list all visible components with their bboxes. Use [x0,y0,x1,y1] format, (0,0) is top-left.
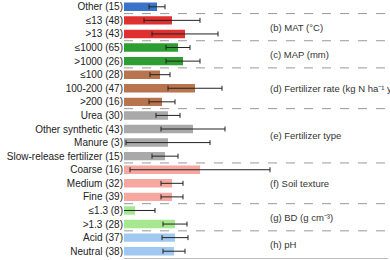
svg-text:Acid (37): Acid (37) [83,232,123,243]
svg-text:≤1.3 (8): ≤1.3 (8) [89,205,123,216]
svg-text:Manure (3): Manure (3) [74,137,123,148]
svg-text:>13 (43): >13 (43) [85,28,123,39]
svg-text:>1000 (26): >1000 (26) [74,56,123,67]
svg-text:Neutral (38): Neutral (38) [70,246,123,257]
svg-text:(g) BD (g cm⁻³): (g) BD (g cm⁻³) [270,212,333,223]
svg-text:(d) Fertilizer rate (kg N ha⁻¹: (d) Fertilizer rate (kg N ha⁻¹ year⁻¹) [270,83,390,94]
svg-text:Other synthetic (43): Other synthetic (43) [35,124,123,135]
svg-text:100-200 (47): 100-200 (47) [66,83,123,94]
svg-text:Slow-release fertilizer (15): Slow-release fertilizer (15) [7,151,123,162]
svg-text:Other (15): Other (15) [77,1,123,12]
svg-text:Coarse (16): Coarse (16) [70,164,123,175]
svg-text:Fine (39): Fine (39) [83,191,123,202]
svg-text:(b) MAT (°C): (b) MAT (°C) [270,22,323,33]
svg-text:≤13 (48): ≤13 (48) [86,15,123,26]
svg-text:Medium (32): Medium (32) [67,178,123,189]
svg-text:≤1000 (65): ≤1000 (65) [75,42,123,53]
svg-text:>1.3 (28): >1.3 (28) [83,219,123,230]
svg-text:≤100 (28): ≤100 (28) [80,69,123,80]
svg-text:(h) pH: (h) pH [270,239,297,250]
svg-text:(c) MAP (mm): (c) MAP (mm) [270,49,329,60]
svg-text:(e) Fertilizer type: (e) Fertilizer type [270,130,341,141]
svg-text:>200 (16): >200 (16) [80,96,123,107]
svg-text:Urea (30): Urea (30) [81,110,123,121]
svg-text:(f) Soil texture: (f) Soil texture [270,178,329,189]
